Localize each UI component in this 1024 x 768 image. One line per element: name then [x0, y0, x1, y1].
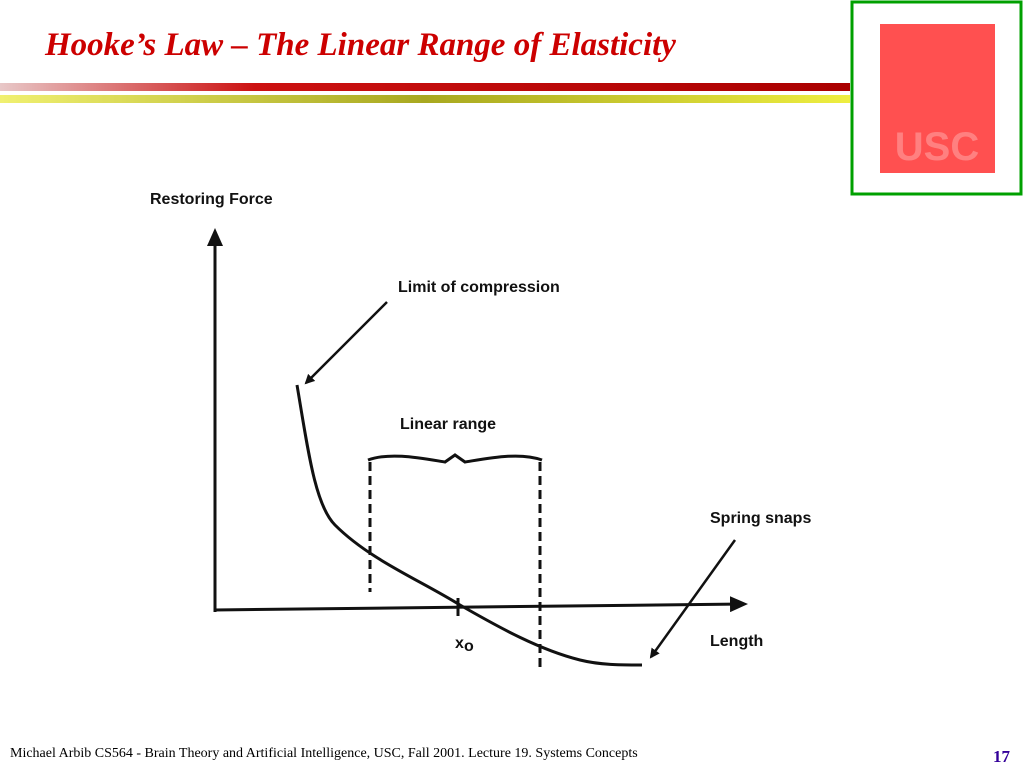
- annotation: Linear range: [400, 416, 496, 433]
- x-axis-label: Length: [710, 633, 763, 650]
- page-number: 17: [993, 747, 1011, 766]
- y-axis-label: Restoring Force: [150, 191, 273, 208]
- x0-subscript: o: [464, 638, 474, 655]
- force-curve: [295, 384, 643, 667]
- yellow-stripe: [0, 95, 850, 103]
- arrow: [304, 301, 388, 385]
- arrow: [649, 539, 737, 659]
- annotation: Spring snaps: [710, 510, 811, 527]
- red-stripe: [0, 83, 850, 91]
- logo-text: USC: [895, 125, 979, 169]
- x0-label: x: [455, 635, 464, 652]
- brace: [367, 453, 543, 464]
- footer-text: Michael Arbib CS564 - Brain Theory and A…: [10, 746, 638, 761]
- x-axis: [213, 596, 748, 613]
- logo-frame: [850, 0, 1023, 196]
- logo: [880, 24, 995, 173]
- annotation: Limit of compression: [398, 279, 560, 296]
- slide-title: Hooke’s Law – The Linear Range of Elasti…: [44, 27, 676, 63]
